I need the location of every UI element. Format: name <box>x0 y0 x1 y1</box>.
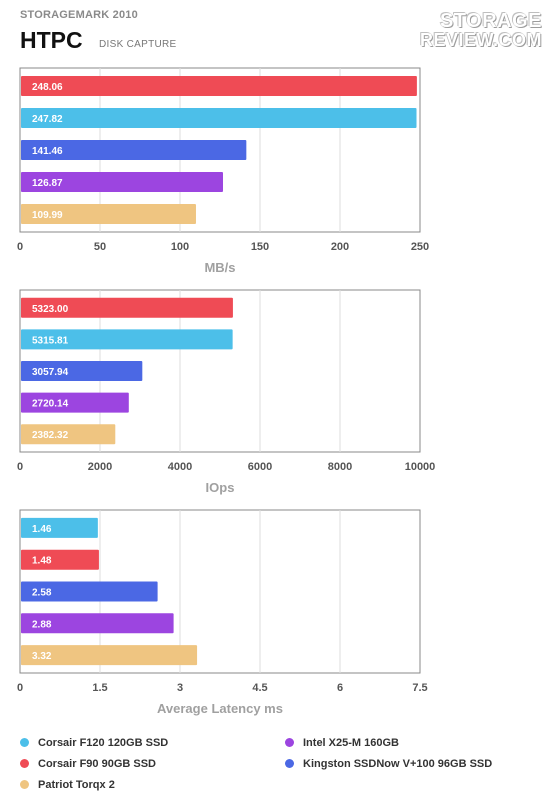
legend-item-corsair-f120: Corsair F120 120GB SSD <box>20 737 168 749</box>
storagereview-logo: STORAGE REVIEW.COM <box>420 10 542 54</box>
bar-value-label: 1.48 <box>32 556 52 567</box>
bar-value-label: 2.58 <box>32 588 52 599</box>
legend-label: Kingston SSDNow V+100 96GB SSD <box>303 758 493 770</box>
logo-line-1: STORAGE <box>439 10 542 32</box>
tick-label: 0 <box>17 682 23 694</box>
bar <box>21 549 99 570</box>
legend: Corsair F120 120GB SSD Intel X25-M 160GB… <box>20 737 540 797</box>
bar <box>21 361 143 381</box>
tick-label: 6 <box>337 682 343 694</box>
tick-label: 200 <box>331 241 349 253</box>
bar <box>21 204 196 224</box>
legend-item-kingston-v100: Kingston SSDNow V+100 96GB SSD <box>285 758 492 770</box>
bar <box>21 297 233 318</box>
bar-value-label: 3.32 <box>32 651 52 662</box>
tick-label: 0 <box>17 461 23 473</box>
tick-label: 1.5 <box>92 682 107 694</box>
bar <box>21 581 158 602</box>
legend-label: Corsair F120 120GB SSD <box>38 737 169 749</box>
legend-item-patriot-torqx2: Patriot Torqx 2 <box>20 779 115 791</box>
bar-value-label: 248.06 <box>32 82 63 93</box>
tick-label: 8000 <box>328 461 352 473</box>
bar-value-label: 247.82 <box>32 114 63 125</box>
chart-1: 0 50 100 150 200 250 MB/s 248.06 247.82 141.46 126… <box>17 67 429 275</box>
legend-label: Corsair F90 90GB SSD <box>38 758 156 770</box>
legend-swatch-icon <box>285 738 294 747</box>
chart-subtitle: STORAGEMARK 2010 <box>20 9 138 21</box>
bar <box>21 613 174 634</box>
bar-value-label: 2.88 <box>32 619 52 630</box>
bar-value-label: 1.46 <box>32 524 52 535</box>
legend-label: Patriot Torqx 2 <box>38 779 115 791</box>
bar <box>21 108 417 128</box>
bar <box>21 424 116 445</box>
legend-item-corsair-f90: Corsair F90 90GB SSD <box>20 758 156 770</box>
bar-value-label: 141.46 <box>32 146 63 157</box>
bar-value-label: 3057.94 <box>32 367 69 378</box>
legend-item-intel-x25m: Intel X25-M 160GB <box>285 737 399 749</box>
bar-value-label: 126.87 <box>32 178 63 189</box>
bar-value-label: 5315.81 <box>32 335 69 346</box>
tick-label: 6000 <box>248 461 272 473</box>
tick-label: 150 <box>251 241 269 253</box>
logo-line-2: REVIEW.COM <box>419 30 542 50</box>
bar <box>21 172 223 192</box>
legend-swatch-icon <box>20 780 29 789</box>
test-name: DISK CAPTURE <box>99 39 177 50</box>
bar <box>21 76 417 96</box>
legend-label: Intel X25-M 160GB <box>303 737 399 749</box>
chart-3: 0 1.5 3 4.5 6 7.5 Average Latency ms 1.46 1.48 2.… <box>17 509 428 716</box>
bar <box>21 645 198 666</box>
tick-label: 250 <box>411 241 429 253</box>
x-axis-label: MB/s <box>204 260 235 275</box>
chart-2: 0 2000 4000 6000 8000 10000 IOps 5323.00 5315.81… <box>17 289 436 495</box>
tick-label: 2000 <box>88 461 112 473</box>
tick-label: 10000 <box>405 461 436 473</box>
legend-swatch-icon <box>20 759 29 768</box>
bar <box>21 140 247 160</box>
tick-label: 3 <box>177 682 183 694</box>
tick-label: 4.5 <box>252 682 267 694</box>
bar <box>21 329 233 350</box>
tick-label: 4000 <box>168 461 192 473</box>
bar <box>21 392 129 413</box>
tick-label: 0 <box>17 241 23 253</box>
x-axis-label: Average Latency ms <box>157 701 283 716</box>
bar-value-label: 5323.00 <box>32 304 69 315</box>
bar-value-label: 109.99 <box>32 210 63 221</box>
tick-label: 100 <box>171 241 189 253</box>
legend-swatch-icon <box>20 738 29 747</box>
tick-label: 50 <box>94 241 106 253</box>
x-axis-label: IOps <box>206 480 235 495</box>
charts-canvas: 0 50 100 150 200 250 MB/s 248.06 247.82 141.46 126… <box>17 67 436 716</box>
bar-value-label: 2382.32 <box>32 430 69 441</box>
tick-label: 7.5 <box>412 682 427 694</box>
legend-swatch-icon <box>285 759 294 768</box>
bar <box>21 517 98 538</box>
chart-title: HTPC <box>20 27 83 53</box>
bar-value-label: 2720.14 <box>32 399 69 410</box>
